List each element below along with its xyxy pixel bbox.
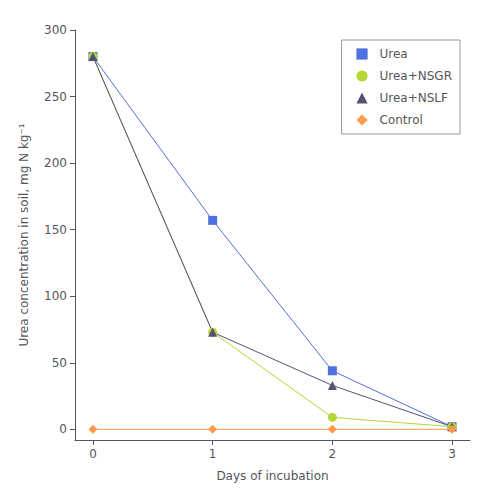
- svg-text:250: 250: [44, 90, 67, 104]
- svg-text:Urea: Urea: [380, 47, 408, 61]
- svg-text:Urea+NSGR: Urea+NSGR: [380, 69, 452, 83]
- svg-text:200: 200: [44, 156, 67, 170]
- svg-text:Control: Control: [380, 113, 423, 127]
- svg-text:150: 150: [44, 223, 67, 237]
- svg-text:0: 0: [89, 447, 97, 461]
- svg-text:Urea+NSLF: Urea+NSLF: [380, 91, 449, 105]
- svg-text:Days of incubation: Days of incubation: [216, 469, 328, 483]
- svg-text:3: 3: [448, 447, 456, 461]
- svg-text:Urea concentration in soil, mg: Urea concentration in soil, mg N kg⁻¹: [17, 123, 31, 346]
- svg-text:2: 2: [329, 447, 337, 461]
- svg-text:1: 1: [209, 447, 217, 461]
- svg-text:300: 300: [44, 23, 67, 37]
- svg-text:0: 0: [59, 422, 67, 436]
- svg-text:100: 100: [44, 289, 67, 303]
- svg-text:50: 50: [52, 356, 67, 370]
